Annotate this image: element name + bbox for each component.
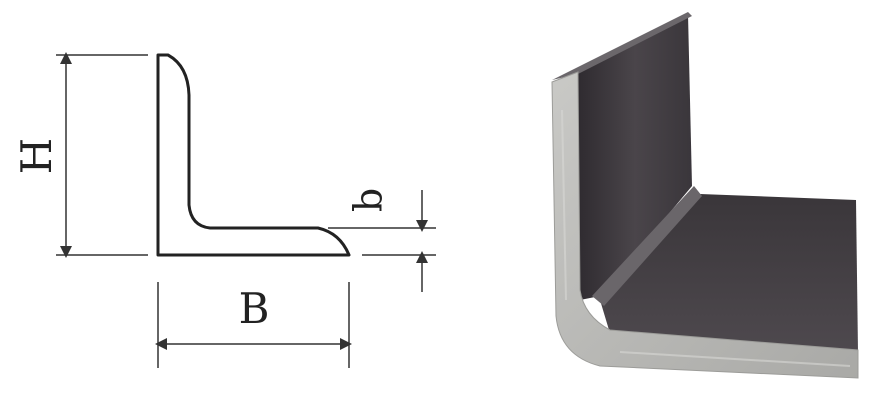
angle-profile-outline [156,53,351,257]
cross-section-diagram: H B b [12,52,436,368]
inner-fillet-highlight [592,186,702,306]
vertical-flange-face [578,14,692,300]
cut-end-face [551,71,859,379]
thickness-label: b [347,188,391,212]
cut-face-texture-2 [619,351,851,367]
width-label: B [239,284,270,333]
height-label: H [12,138,61,175]
cut-face-texture [561,109,567,301]
vertical-flange-top-edge [552,12,692,80]
angle-steel-photo [551,12,859,379]
